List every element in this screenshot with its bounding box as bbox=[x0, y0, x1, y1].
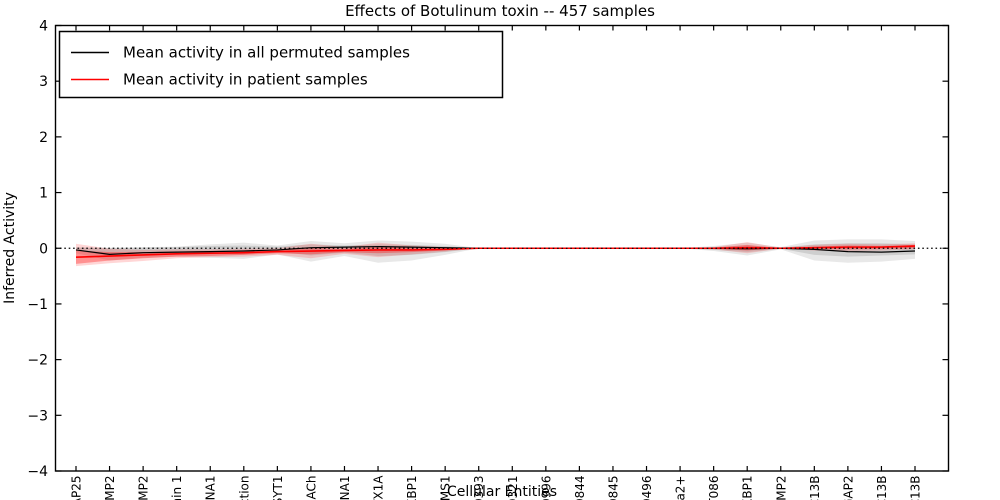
band-permuted-inner bbox=[76, 243, 915, 257]
y-tick-label: 1 bbox=[39, 186, 48, 202]
x-tick-label: UniProt:P10844 bbox=[573, 476, 587, 500]
x-tick-label: RIMS1/UNC13B bbox=[808, 476, 822, 500]
x-tick-label: mol:Ca2+ bbox=[674, 476, 688, 500]
x-tick-label: STX1A/SNAP25/VAMP2 bbox=[137, 476, 151, 500]
x-tick-label: UniProt:P19321 bbox=[506, 476, 520, 500]
x-tick-label: CHRNA1 bbox=[338, 476, 352, 500]
legend-box bbox=[58, 30, 504, 99]
y-tick-label: 3 bbox=[39, 74, 48, 90]
x-tick-label: UNC13B bbox=[875, 476, 889, 500]
x-tick-label: STXBP1 bbox=[741, 476, 755, 500]
x-tick-label: UniProt:Q60393 bbox=[472, 476, 486, 500]
y-tick-label: 0 bbox=[39, 241, 48, 257]
y-tick-label: −4 bbox=[27, 464, 48, 480]
x-tick-label: STX1A bbox=[372, 475, 386, 500]
band-permuted-outer bbox=[76, 239, 915, 263]
x-tick-label: CST086 bbox=[707, 476, 721, 500]
x-tick-label: RAB3GAP2/RIMS1/UNC13B bbox=[909, 476, 923, 500]
plot-border bbox=[54, 24, 950, 472]
legend-label-permuted: Mean activity in all permuted samples bbox=[123, 44, 410, 62]
x-tick-label: muscle contraction bbox=[237, 476, 251, 500]
y-tick-label: −1 bbox=[27, 297, 48, 313]
x-tick-label: mol:ACh bbox=[304, 476, 318, 500]
y-tick-label: 4 bbox=[39, 19, 48, 35]
y-tick-label: −3 bbox=[27, 408, 48, 424]
chart-title: Effects of Botulinum toxin -- 457 sample… bbox=[345, 2, 655, 20]
x-tick-label: UniProt:Q00496 bbox=[640, 476, 654, 500]
x-tick-label: ACh/CHRNA1 bbox=[204, 476, 218, 500]
legend-label-patient: Mean activity in patient samples bbox=[123, 71, 368, 89]
x-axis-label: Cellular Entities bbox=[447, 484, 557, 500]
x-tick-label: SYT1 bbox=[271, 476, 285, 500]
x-tick-label: STX1A/SNAP25 fragment 1/VAMP2 bbox=[103, 476, 117, 500]
plot-area: 4 3 2 1 0 −1 −2 −3 −4 SNAP25 STX1A/SNAP25 fragment… bbox=[27, 19, 949, 500]
x-tick-label: RAB3GAP2 bbox=[841, 476, 855, 500]
x-tick-label: UniProt:P30996 bbox=[539, 476, 553, 500]
y-axis-label: Inferred Activity bbox=[2, 192, 18, 304]
x-tick-label: SNAP25 bbox=[70, 476, 84, 500]
x-tick-label: UniProt:P10845 bbox=[606, 476, 620, 500]
x-tick-label: STXIA/STXBP1 bbox=[405, 476, 419, 500]
x-tick-label: ACh/Synaptotagmin 1 bbox=[170, 476, 184, 500]
x-tick-label: VAMP2 bbox=[774, 476, 788, 500]
y-tick-label: 2 bbox=[39, 130, 48, 146]
legend: Mean activity in all permuted samples Me… bbox=[58, 30, 504, 99]
y-tick-label: −2 bbox=[27, 353, 48, 369]
x-tick-label: RIMS1 bbox=[439, 476, 453, 500]
